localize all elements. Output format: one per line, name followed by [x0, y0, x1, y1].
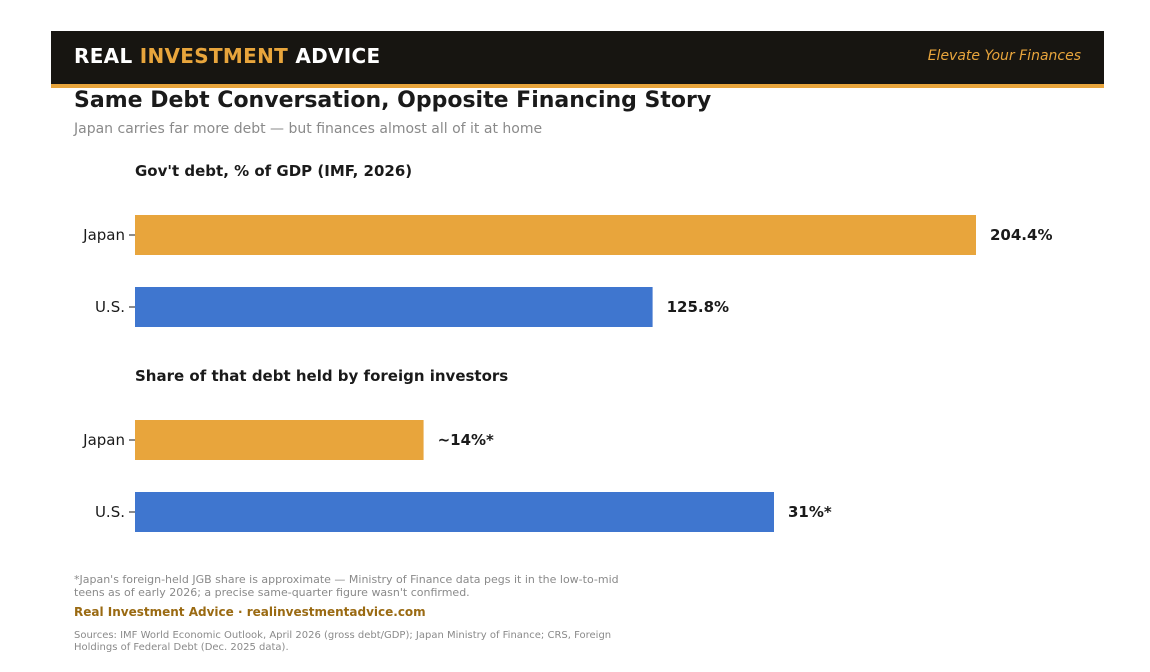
y-tick-label-japan-panel-1: Japan — [82, 226, 125, 244]
footnote: *Japan's foreign-held JGB share is appro… — [74, 573, 619, 599]
data-label-us-panel-2: 31%* — [788, 503, 832, 521]
credit-line: Real Investment Advice · realinvestmenta… — [74, 605, 426, 619]
bar-chart: Gov't debt, % of GDP (IMF, 2026) Japan 204… — [82, 162, 1052, 532]
bar-japan-panel-2 — [135, 420, 424, 460]
y-tick-label-japan-panel-2: Japan — [82, 431, 125, 449]
panel-title-2: Share of that debt held by foreign inves… — [135, 367, 508, 385]
sources-note: Sources: IMF World Economic Outlook, Apr… — [74, 630, 612, 653]
brand-part-1: REAL — [74, 44, 140, 68]
header-banner: REAL INVESTMENT ADVICE Elevate Your Fina… — [51, 31, 1104, 88]
data-label-japan-panel-1: 204.4% — [990, 226, 1052, 244]
brand-accent: INVESTMENT — [139, 44, 289, 68]
y-tick-label-us-panel-2: U.S. — [95, 503, 125, 521]
bar-japan-panel-1 — [135, 215, 976, 255]
bar-us-panel-1 — [135, 287, 653, 327]
chart-subtitle: Japan carries far more debt — but financ… — [74, 121, 543, 137]
bar-us-panel-2 — [135, 492, 774, 532]
tagline: Elevate Your Finances — [927, 48, 1081, 64]
y-tick-label-us-panel-1: U.S. — [95, 298, 125, 316]
panel-title-1: Gov't debt, % of GDP (IMF, 2026) — [135, 162, 412, 180]
data-label-japan-panel-2: ~14%* — [438, 431, 494, 449]
brand-logo: REAL INVESTMENT ADVICE — [74, 44, 380, 68]
brand-part-2: ADVICE — [288, 44, 381, 68]
data-label-us-panel-1: 125.8% — [667, 298, 729, 316]
chart-title: Same Debt Conversation, Opposite Financi… — [74, 88, 712, 113]
